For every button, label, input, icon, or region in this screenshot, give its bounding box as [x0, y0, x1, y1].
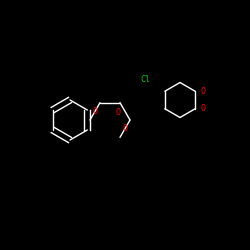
- Text: Cl: Cl: [140, 76, 150, 84]
- Text: O: O: [92, 107, 98, 116]
- Text: O: O: [122, 124, 128, 133]
- Text: O: O: [200, 104, 205, 113]
- Text: O: O: [115, 108, 120, 117]
- Text: O: O: [200, 87, 205, 96]
